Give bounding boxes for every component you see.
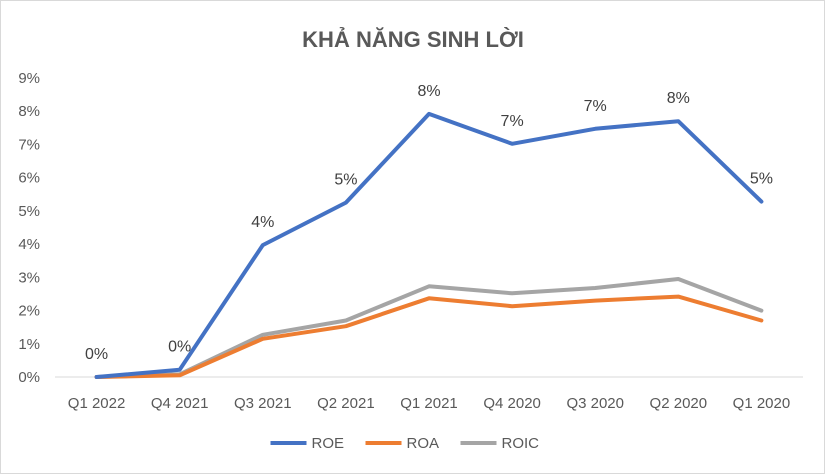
x-tick-label: Q1 2020 [733,395,791,412]
y-axis: 0% 1% 2% 3% 4% 5% 6% 7% 8% 9% [18,70,40,386]
y-tick-label: 5% [18,203,40,220]
data-label: 8% [667,90,690,107]
x-tick-label: Q1 2022 [68,395,126,412]
legend-label-roic: ROIC [502,435,540,452]
x-tick-label: Q2 2021 [317,395,375,412]
x-tick-label: Q4 2021 [151,395,209,412]
legend-label-roa: ROA [407,435,440,452]
data-label: 4% [251,214,274,231]
x-tick-label: Q2 2020 [650,395,708,412]
x-tick-label: Q1 2021 [400,395,458,412]
series-line-roic [94,277,764,379]
series-line-roe [94,111,764,379]
y-tick-label: 2% [18,303,40,320]
y-tick-label: 1% [18,336,40,353]
y-tick-label: 7% [18,136,40,153]
y-tick-label: 3% [18,269,40,286]
legend-label-roe: ROE [312,435,345,452]
x-tick-label: Q3 2021 [234,395,292,412]
y-tick-label: 4% [18,236,40,253]
data-labels: 0% 0% 4% 5% 8% 7% 7% 8% 5% [85,83,773,363]
y-tick-label: 9% [18,70,40,87]
x-tick-label: Q4 2020 [483,395,541,412]
data-label: 7% [584,98,607,115]
x-axis: Q1 2022 Q4 2021 Q3 2021 Q2 2021 Q1 2021 Q4 20… [55,376,803,412]
data-label: 8% [417,83,440,100]
data-label: 5% [750,171,773,188]
y-tick-label: 0% [18,369,40,386]
series-line-roa [94,294,764,379]
data-label: 0% [168,339,191,356]
data-label: 5% [334,172,357,189]
legend: ROE ROA ROIC [270,435,540,452]
x-tick-label: Q3 2020 [566,395,624,412]
y-tick-label: 8% [18,103,40,120]
chart-title: KHẢ NĂNG SINH LỜI [302,27,524,52]
y-tick-label: 6% [18,170,40,187]
data-label: 0% [85,346,108,363]
series-layer [94,111,764,379]
data-label: 7% [501,113,524,130]
